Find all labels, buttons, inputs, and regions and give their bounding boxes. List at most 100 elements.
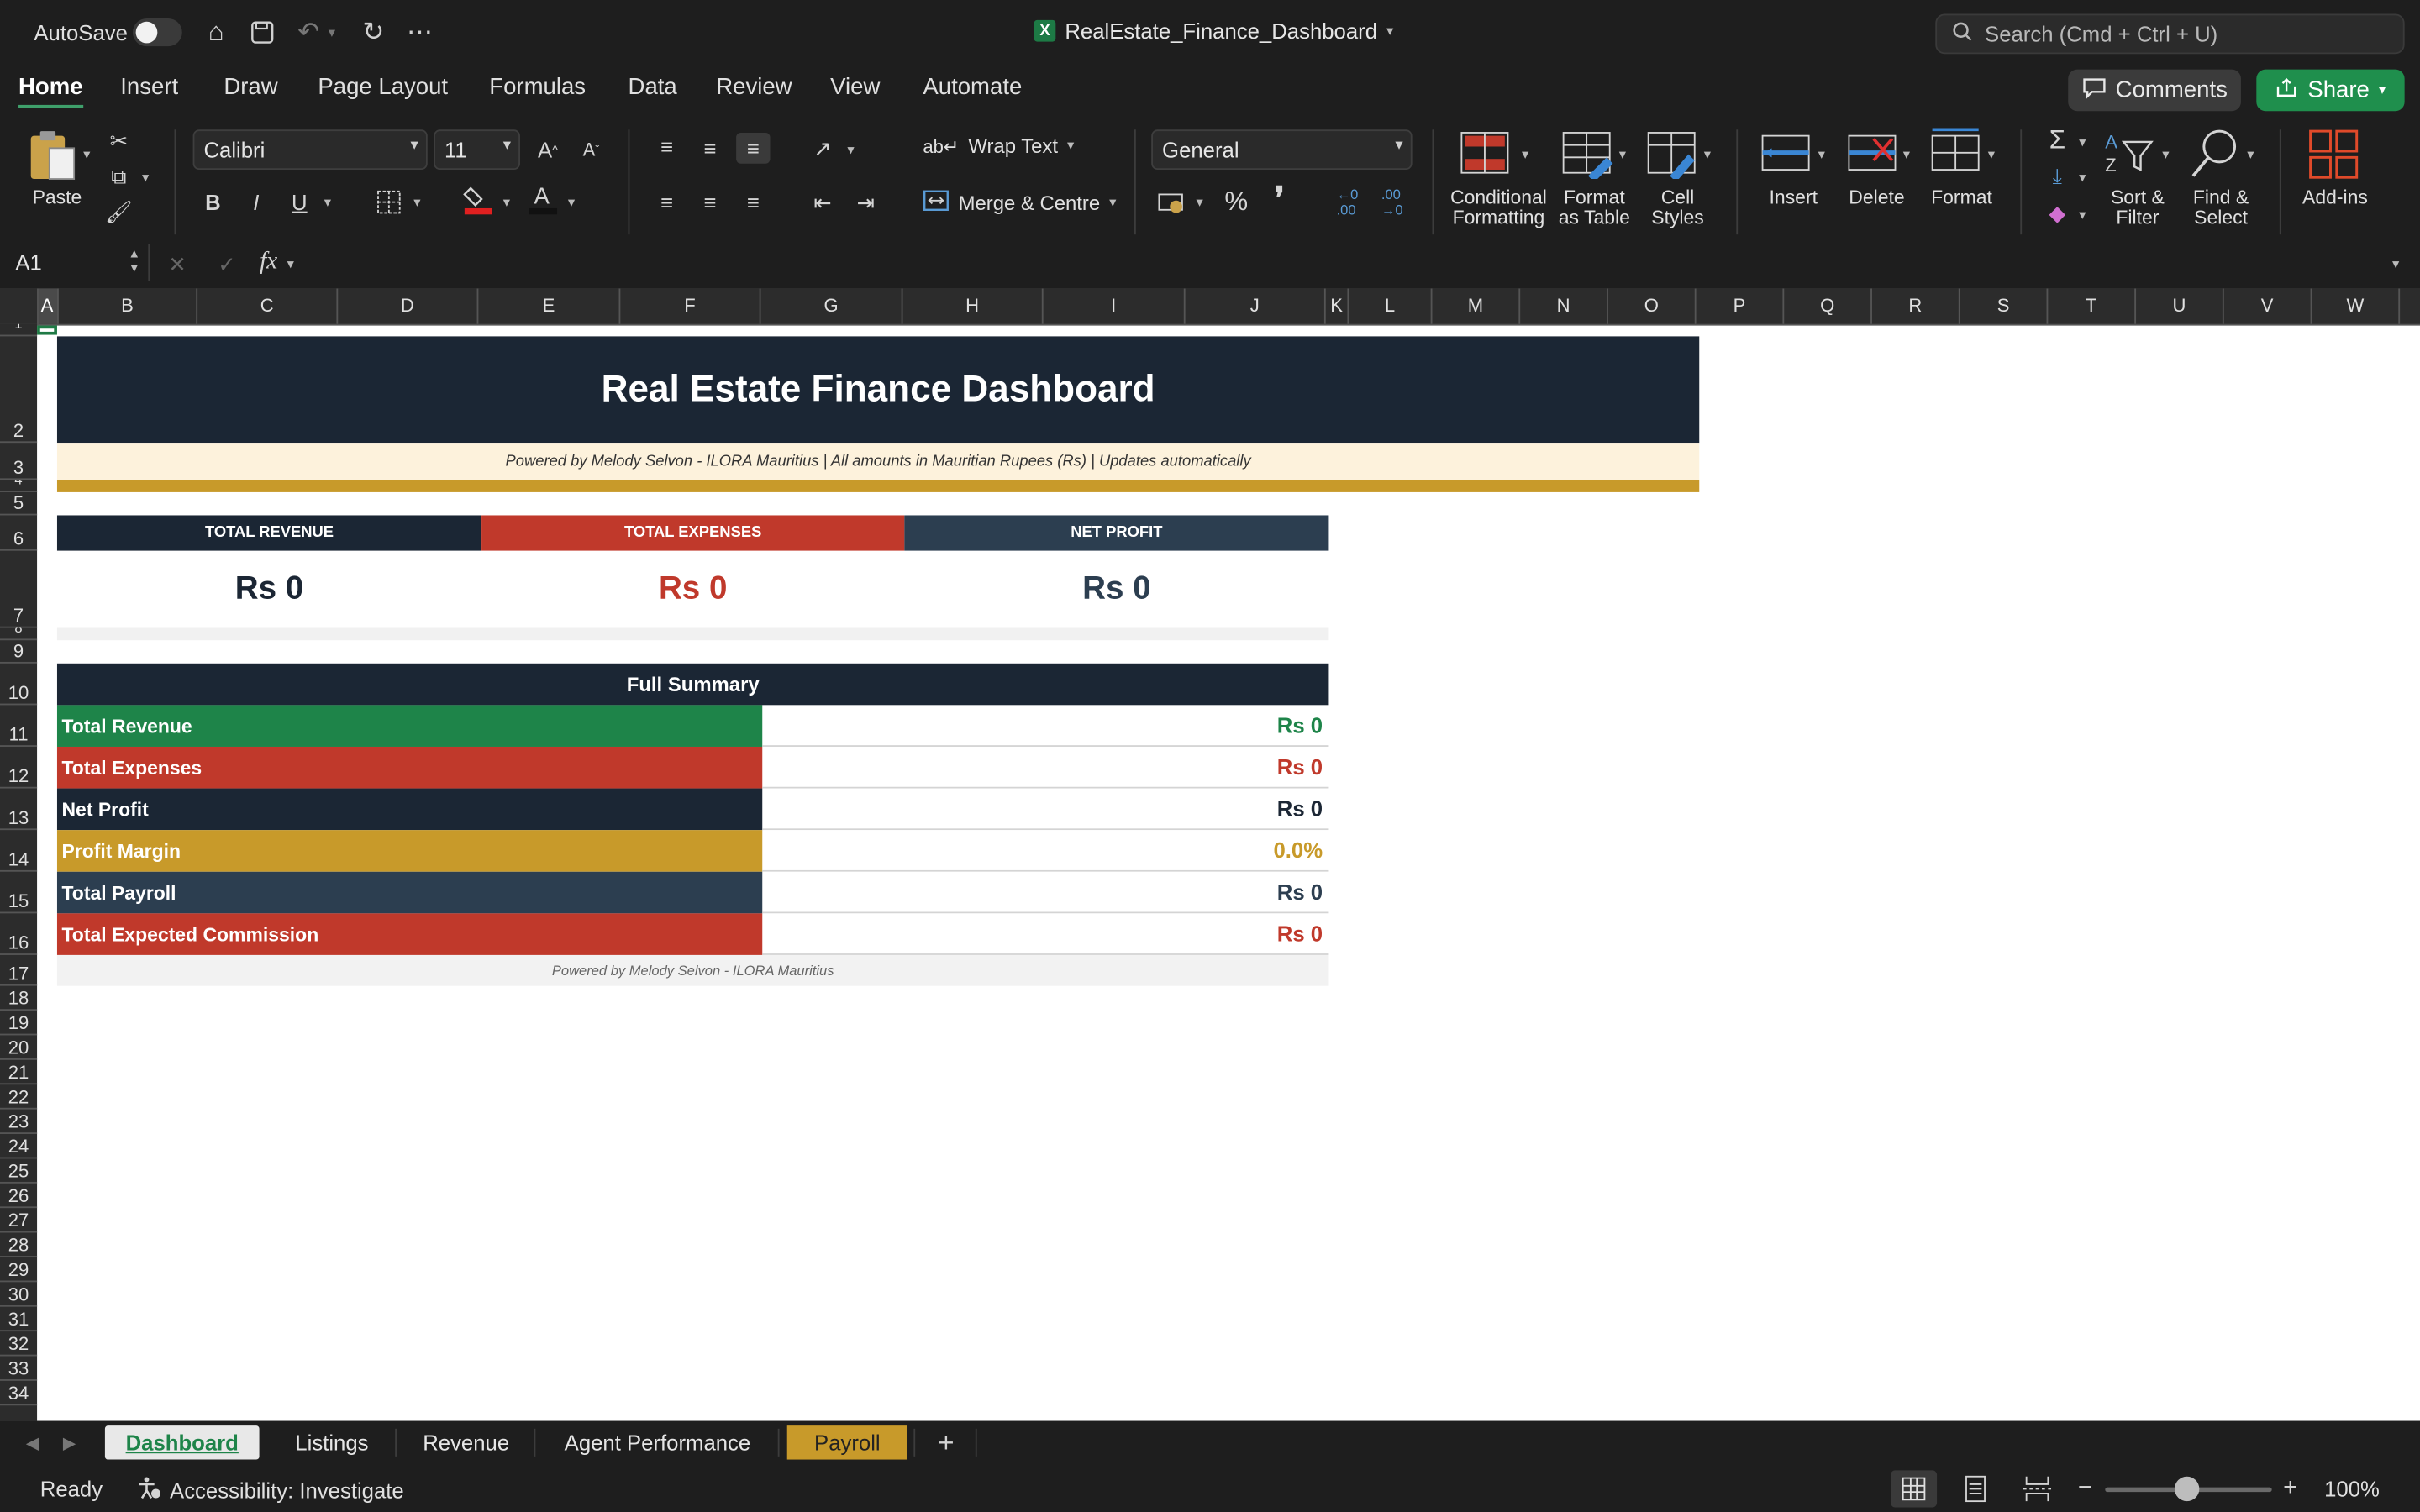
copy-icon[interactable]: ⧉ [111,162,127,188]
zoom-in-icon[interactable]: + [2283,1474,2298,1502]
kpi-value-net-profit[interactable]: Rs 0 [904,550,1329,628]
tab-draw[interactable]: Draw [224,74,278,101]
row-header-2[interactable]: 2 [0,336,38,444]
fx-dropdown-icon[interactable]: ▾ [287,255,294,272]
summary-value-total-expenses[interactable]: Rs 0 [762,746,1329,789]
column-header-f[interactable]: F [620,288,761,324]
name-box-stepper-icon[interactable]: ▲ ▼ [128,246,140,275]
column-header-s[interactable]: S [1960,288,2049,324]
find-select-icon[interactable] [2188,127,2244,182]
column-header-q[interactable]: Q [1784,288,1872,324]
tab-automate[interactable]: Automate [923,74,1023,101]
row-header-4[interactable]: 4 [0,480,38,492]
row-header-18[interactable]: 18 [0,986,38,1011]
sort-filter-label[interactable]: Sort & Filter [2102,187,2173,228]
scroll-tabs-right-icon[interactable]: ▶ [62,1434,76,1453]
summary-value-total-expected-commission[interactable]: Rs 0 [762,913,1329,955]
search-box[interactable]: Search (Cmd + Ctrl + U) [1935,13,2405,55]
decrease-decimal-icon[interactable]: .00 →0 [1381,186,1403,218]
delete-cells-icon[interactable] [1846,129,1907,181]
row-header-33[interactable]: 33 [0,1356,38,1381]
cell-styles-icon[interactable] [1645,129,1707,182]
column-header-b[interactable]: B [59,288,198,324]
autosum-icon[interactable]: Σ [2049,124,2066,155]
row-header-21[interactable]: 21 [0,1060,38,1085]
share-button[interactable]: Share ▾ [2256,69,2405,112]
column-header-p[interactable]: P [1697,288,1785,324]
align-bottom-icon[interactable]: ≡ [736,132,771,164]
align-right-icon[interactable]: ≡ [746,189,760,215]
scroll-tabs-left-icon[interactable]: ◀ [25,1434,39,1453]
kpi-header-total-revenue[interactable]: TOTAL REVENUE [56,515,482,551]
sheet-tab-revenue[interactable]: Revenue [423,1430,510,1456]
copy-dropdown-icon[interactable]: ▾ [141,170,150,186]
percent-icon[interactable]: % [1224,186,1249,217]
decrease-indent-icon[interactable]: ⇤ [813,189,832,214]
column-header-t[interactable]: T [2048,288,2137,324]
format-as-table-icon[interactable] [1560,129,1622,182]
dashboard-subtitle[interactable]: Powered by Melody Selvon - ILORA Mauriti… [56,443,1700,480]
conditional-formatting-dropdown-icon[interactable]: ▾ [1522,146,1529,162]
format-painter-icon[interactable]: 🖌 [105,198,133,223]
sheet-tab-listings[interactable]: Listings [295,1430,369,1456]
row-header-28[interactable]: 28 [0,1233,38,1257]
page-layout-view-button[interactable] [1957,1470,1994,1507]
cell-styles-label[interactable]: Cell Styles [1639,187,1717,228]
tab-data[interactable]: Data [628,74,677,101]
row-header-29[interactable]: 29 [0,1257,38,1283]
accounting-format-icon[interactable] [1156,186,1190,218]
row-header-11[interactable]: 11 [0,705,38,747]
kpi-header-net-profit[interactable]: NET PROFIT [904,515,1329,551]
number-format-select[interactable]: General ▾ [1151,129,1413,171]
underline-icon[interactable]: U [292,189,308,215]
font-name-select[interactable]: Calibri ▾ [192,129,428,171]
column-header-n[interactable]: N [1520,288,1608,324]
align-center-icon[interactable]: ≡ [703,189,717,215]
wrap-text-button[interactable]: ab↵ Wrap Text ▾ [923,134,1074,158]
fill-dropdown-icon[interactable]: ▾ [2079,170,2086,186]
row-header-6[interactable]: 6 [0,515,38,551]
borders-icon[interactable] [372,186,406,218]
align-left-icon[interactable]: ≡ [660,189,673,215]
delete-cells-label[interactable]: Delete [1849,186,1905,208]
zoom-slider-thumb[interactable] [2174,1476,2200,1502]
row-header-34[interactable]: 34 [0,1381,38,1406]
insert-dropdown-icon[interactable]: ▾ [1818,146,1825,162]
bold-icon[interactable]: B [205,189,221,215]
summary-label-total-expenses[interactable]: Total Expenses [56,746,763,789]
confirm-entry-icon[interactable]: ✓ [218,250,236,276]
row-header-31[interactable]: 31 [0,1307,38,1332]
column-header-o[interactable]: O [1608,288,1697,324]
delete-dropdown-icon[interactable]: ▾ [1902,146,1911,162]
kpi-header-total-expenses[interactable]: TOTAL EXPENSES [481,515,905,551]
row-header-30[interactable]: 30 [0,1282,38,1307]
row-header-10[interactable]: 10 [0,664,38,706]
row-header-17[interactable]: 17 [0,955,38,986]
row-header-25[interactable]: 25 [0,1158,38,1184]
page-break-view-button[interactable] [2018,1470,2055,1507]
font-color-dropdown-icon[interactable]: ▾ [567,194,576,210]
row-header-12[interactable]: 12 [0,747,38,789]
underline-dropdown-icon[interactable]: ▾ [324,194,332,210]
column-header-u[interactable]: U [2136,288,2224,324]
fill-color-dropdown-icon[interactable]: ▾ [502,194,511,210]
find-select-dropdown-icon[interactable]: ▾ [2247,146,2254,162]
align-middle-icon[interactable]: ≡ [703,135,717,161]
column-header-g[interactable]: G [761,288,903,324]
sheet-tab-agent-performance[interactable]: Agent Performance [564,1430,751,1456]
autosum-dropdown-icon[interactable]: ▾ [2079,134,2086,150]
row-header-5[interactable]: 5 [0,492,38,516]
expand-formula-bar-icon[interactable]: ▾ [2391,255,2400,272]
comments-button[interactable]: Comments [2068,69,2241,112]
save-icon[interactable] [245,15,279,49]
formula-input[interactable] [305,245,2381,280]
column-header-e[interactable]: E [478,288,621,324]
dashboard-title[interactable]: Real Estate Finance Dashboard [56,336,1700,444]
zoom-level[interactable]: 100% [2324,1476,2380,1502]
row-header-7[interactable]: 7 [0,551,38,628]
tab-view[interactable]: View [830,74,881,101]
document-title[interactable]: X RealEstate_Finance_Dashboard ▾ [1034,18,1393,43]
home-icon[interactable]: ⌂ [208,17,224,47]
